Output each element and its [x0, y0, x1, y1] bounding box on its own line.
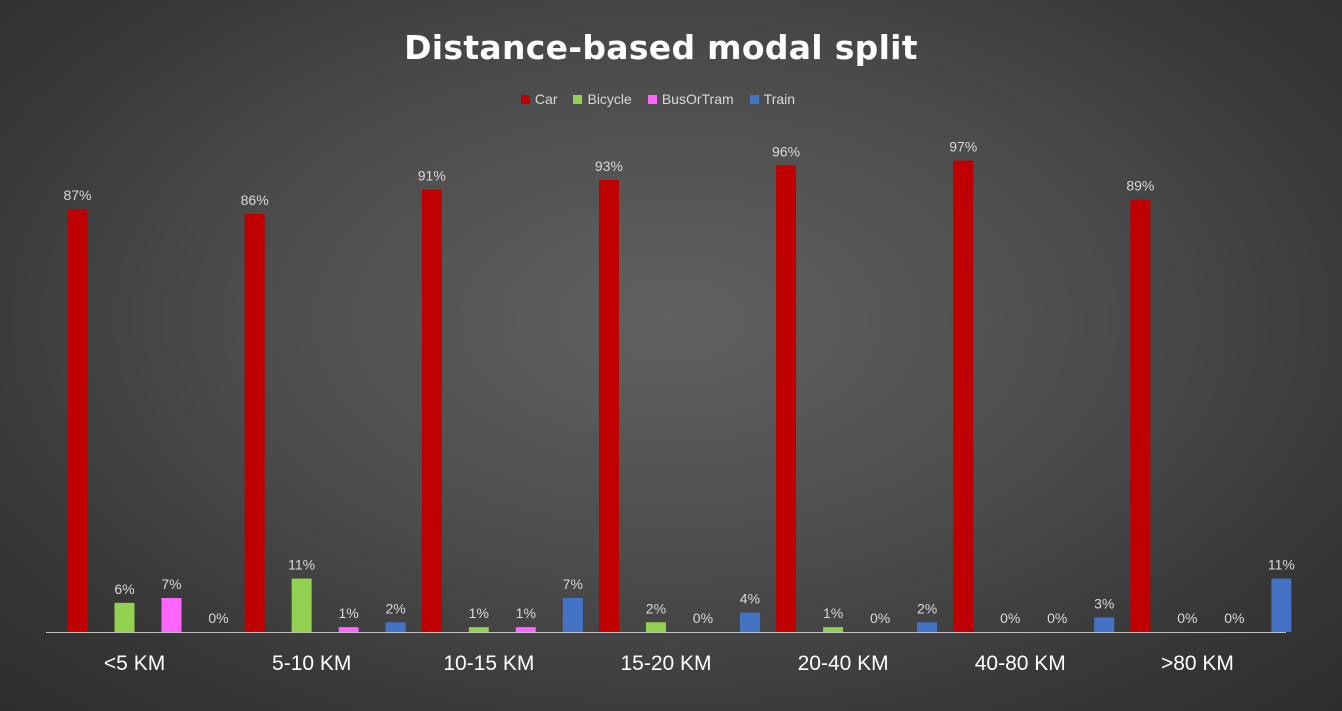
data-label-car: 86% [241, 192, 269, 208]
data-label-train: 4% [740, 591, 760, 607]
bar-car[interactable] [598, 180, 619, 632]
bar-train[interactable] [917, 622, 938, 632]
bar-train[interactable] [562, 597, 583, 632]
bar-bicycle[interactable] [114, 602, 135, 632]
bar-train[interactable] [739, 612, 760, 632]
data-label-bicycle: 1% [469, 605, 489, 621]
bar-car[interactable] [776, 165, 797, 632]
legend-item-busortram[interactable]: BusOrTram [647, 91, 734, 107]
legend-label-train: Train [763, 91, 796, 107]
data-label-bicycle: 0% [1000, 610, 1020, 626]
data-label-busortram: 0% [1047, 610, 1067, 626]
legend-swatch-train [749, 94, 759, 104]
bar-car[interactable] [67, 209, 88, 632]
data-label-bicycle: 6% [114, 581, 134, 597]
x-tick-label: >80 KM [1161, 652, 1234, 675]
legend-label-bicycle: Bicycle [587, 91, 632, 107]
data-label-train: 0% [208, 610, 228, 626]
x-tick-label: 20-40 KM [798, 652, 889, 675]
data-label-car: 87% [63, 187, 91, 203]
legend-item-bicycle[interactable]: Bicycle [573, 91, 632, 107]
bar-car[interactable] [421, 189, 442, 633]
bar-train[interactable] [385, 622, 406, 632]
bar-train[interactable] [1094, 617, 1115, 632]
bar-bicycle[interactable] [468, 627, 489, 632]
legend-swatch-car [520, 94, 530, 104]
data-label-bicycle: 11% [288, 557, 315, 573]
bar-car[interactable] [1130, 199, 1151, 632]
data-label-bicycle: 1% [823, 605, 843, 621]
bar-car[interactable] [953, 160, 974, 632]
legend-item-car[interactable]: Car [520, 91, 558, 107]
legend-item-train[interactable]: Train [749, 91, 796, 107]
x-tick-label: 15-20 KM [620, 652, 711, 675]
data-label-bicycle: 0% [1177, 610, 1197, 626]
bar-busortram[interactable] [161, 597, 182, 632]
bar-busortram[interactable] [515, 627, 536, 632]
legend-swatch-bicycle [573, 94, 583, 104]
x-tick-label: <5 KM [104, 652, 165, 675]
data-label-car: 89% [1126, 177, 1154, 193]
data-label-train: 7% [563, 576, 583, 592]
x-tick-label: 5-10 KM [272, 652, 351, 675]
chart-title: Distance-based modal split [404, 28, 918, 67]
legend: Car Bicycle BusOrTram Train [0, 91, 1316, 107]
bar-train[interactable] [1271, 578, 1292, 632]
data-label-train: 3% [1094, 595, 1114, 611]
bar-bicycle[interactable] [645, 622, 666, 632]
data-label-busortram: 1% [516, 605, 536, 621]
x-tick-label: 10-15 KM [443, 652, 534, 675]
data-label-train: 2% [917, 600, 937, 616]
data-label-car: 91% [418, 168, 446, 184]
data-label-car: 97% [949, 139, 977, 155]
data-label-busortram: 7% [161, 576, 181, 592]
bar-bicycle[interactable] [823, 627, 844, 632]
data-label-busortram: 0% [693, 610, 713, 626]
bar-car[interactable] [244, 214, 265, 633]
x-tick-label: 40-80 KM [975, 652, 1066, 675]
data-label-car: 96% [772, 143, 800, 159]
data-label-train: 2% [386, 600, 406, 616]
data-label-busortram: 1% [339, 605, 359, 621]
data-label-train: 11% [1268, 557, 1295, 573]
legend-label-busortram: BusOrTram [661, 91, 734, 107]
bar-busortram[interactable] [338, 627, 359, 632]
data-label-bicycle: 2% [646, 600, 666, 616]
data-label-car: 93% [595, 158, 623, 174]
legend-label-car: Car [534, 91, 558, 107]
bar-bicycle[interactable] [291, 578, 312, 632]
data-label-busortram: 0% [1224, 610, 1244, 626]
legend-swatch-busortram [647, 94, 657, 104]
data-label-busortram: 0% [870, 610, 890, 626]
